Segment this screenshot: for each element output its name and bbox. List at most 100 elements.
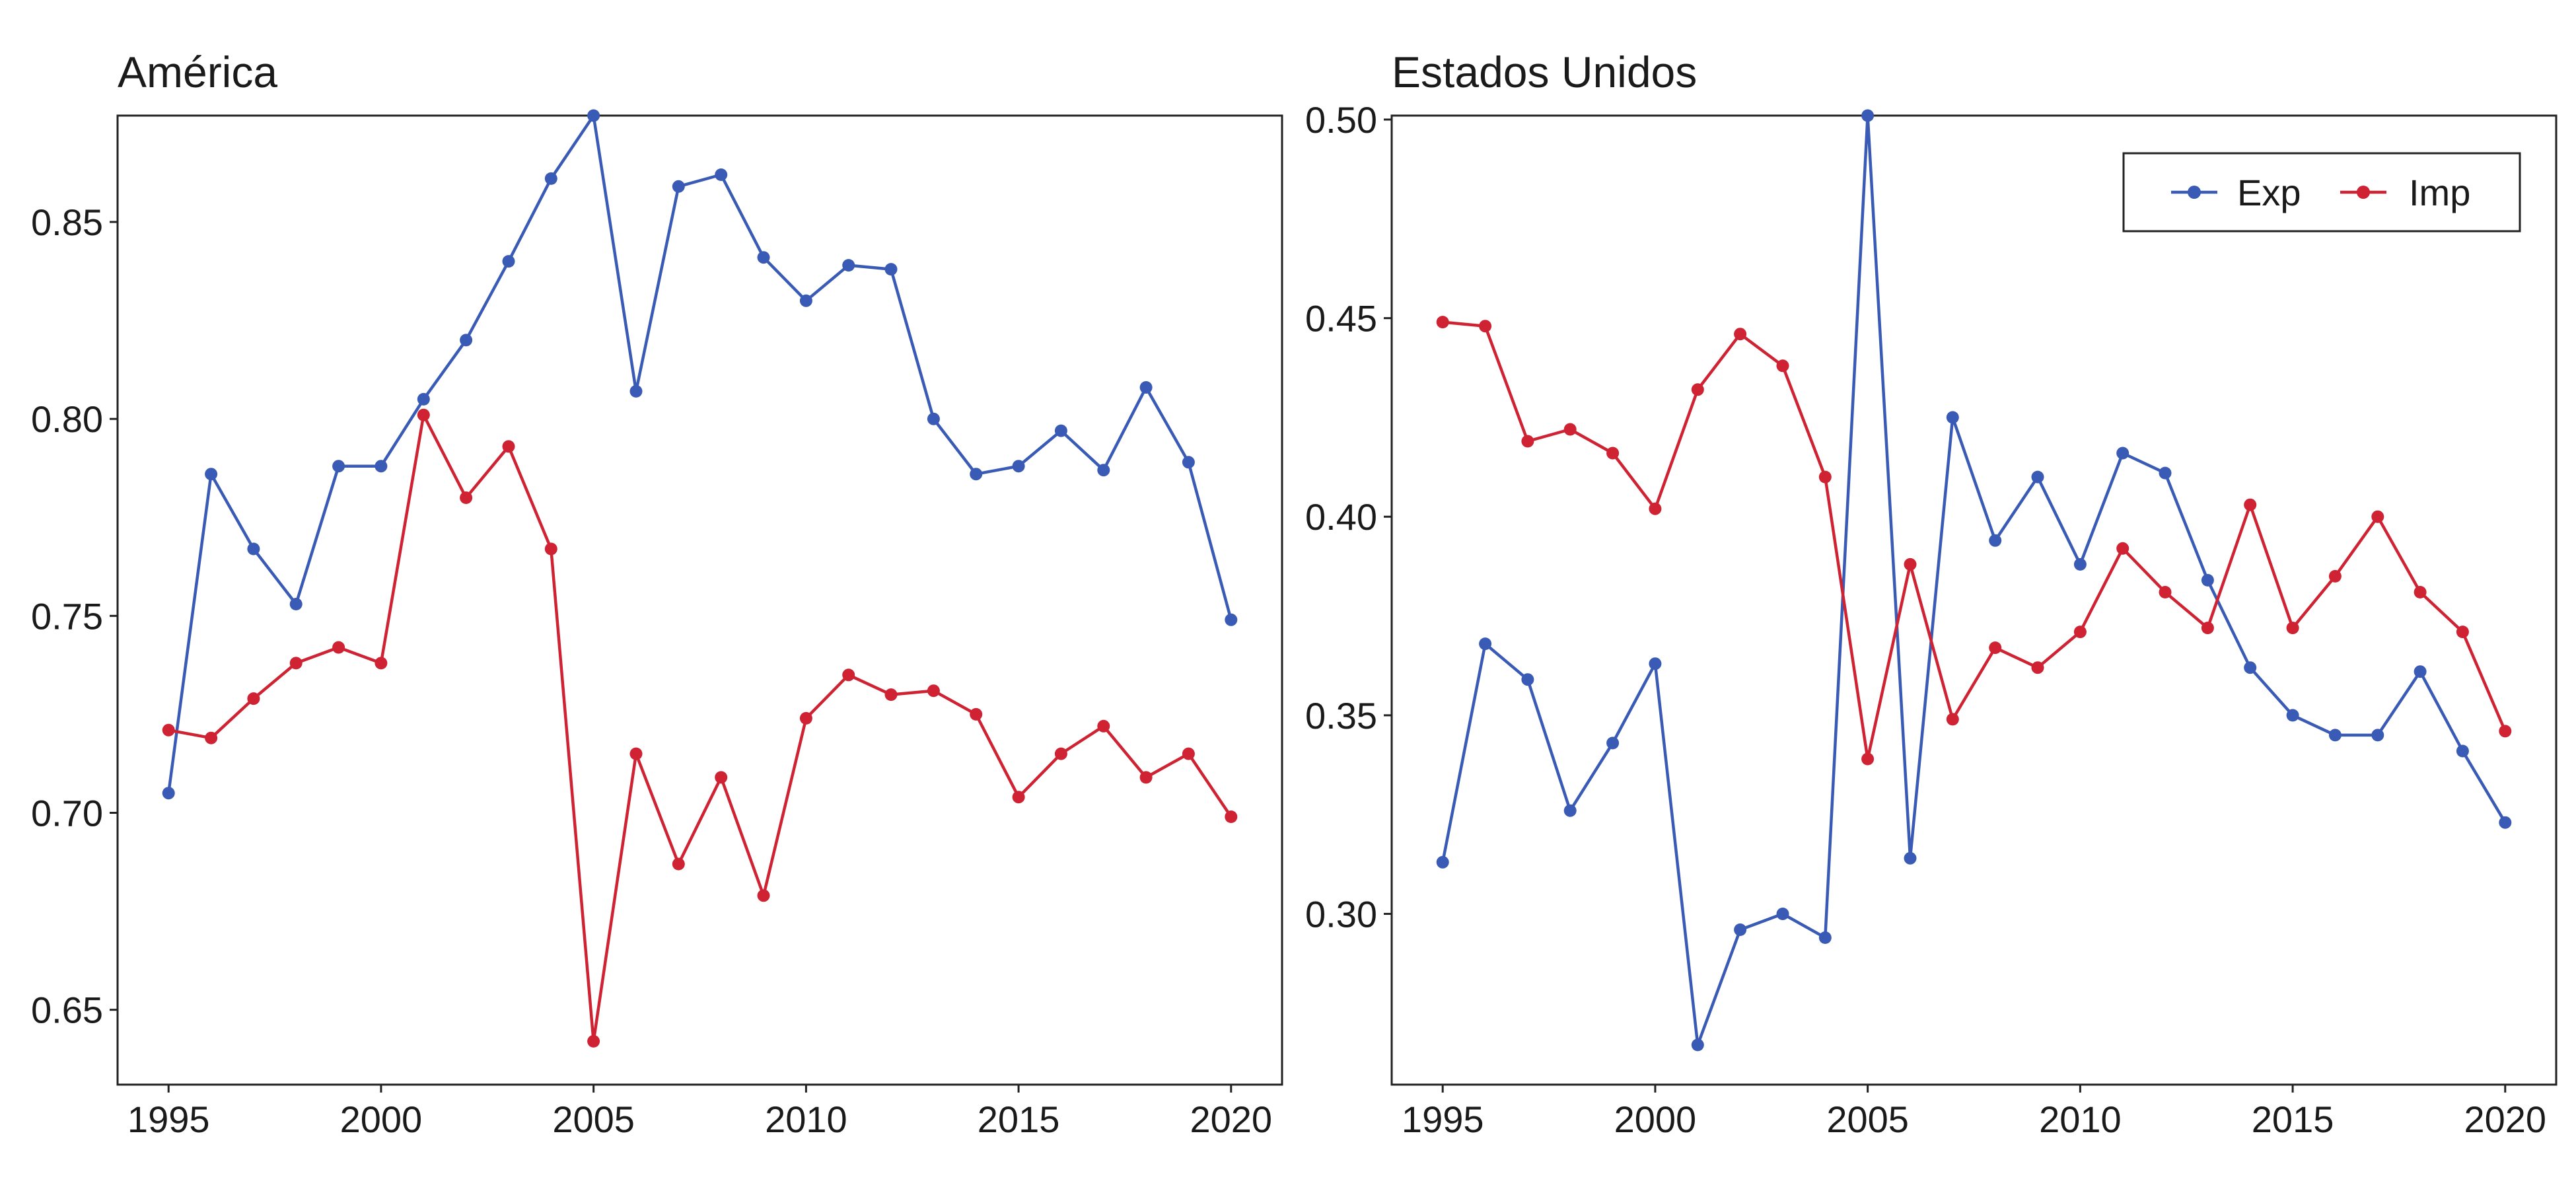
- data-point-exp: [757, 251, 770, 264]
- data-point-exp: [1734, 923, 1747, 936]
- series-line-imp-estados-unidos: [1442, 320, 2507, 761]
- data-point-imp: [2414, 586, 2427, 598]
- data-point-exp: [2244, 661, 2257, 674]
- y-tick-label: 0.50: [1305, 99, 1377, 141]
- series-group-estados-unidos: [1436, 109, 2512, 1052]
- x-tick-label: 2000: [1614, 1099, 1697, 1140]
- series-line-imp-america: [168, 413, 1233, 1043]
- data-point-exp: [544, 172, 557, 185]
- data-point-imp: [927, 684, 940, 698]
- legend-imp-label: Imp: [2409, 172, 2470, 213]
- y-tick-label: 0.35: [1305, 695, 1377, 737]
- data-point-imp: [715, 771, 728, 784]
- data-point-exp: [247, 542, 260, 556]
- data-point-imp: [1479, 320, 1492, 333]
- y-tick-label: 0.80: [31, 398, 103, 440]
- data-point-imp: [672, 857, 685, 871]
- data-point-imp: [1139, 771, 1153, 784]
- data-point-exp: [1776, 908, 1789, 920]
- data-point-imp: [1818, 470, 1832, 484]
- data-point-imp: [205, 731, 218, 744]
- data-point-exp: [162, 787, 175, 800]
- x-tick-label: 2005: [552, 1099, 635, 1140]
- data-point-imp: [2244, 498, 2257, 511]
- x-tick-label: 2005: [1826, 1099, 1909, 1140]
- x-tick-label: 2000: [340, 1099, 423, 1140]
- data-point-imp: [502, 440, 515, 453]
- data-point-imp: [417, 408, 430, 421]
- data-point-exp: [1861, 109, 1875, 122]
- data-point-imp: [2031, 661, 2044, 674]
- data-point-exp: [1946, 411, 1959, 424]
- data-point-imp: [629, 747, 643, 760]
- y-tick-label: 0.45: [1305, 298, 1377, 340]
- data-point-imp: [970, 707, 983, 721]
- x-tick-label: 2020: [2464, 1099, 2546, 1140]
- x-tick-label: 1995: [1402, 1099, 1484, 1140]
- data-point-imp: [1861, 752, 1875, 766]
- data-point-exp: [205, 468, 218, 481]
- data-point-exp: [1649, 657, 1662, 670]
- x-tick-label: 2020: [1190, 1099, 1272, 1140]
- data-point-exp: [1989, 534, 2002, 547]
- plot-frame-america: [116, 114, 1283, 1086]
- plot-frame-estados-unidos: [1390, 114, 2558, 1086]
- data-point-exp: [1139, 381, 1153, 394]
- data-point-imp: [1606, 447, 1620, 460]
- data-point-imp: [375, 657, 388, 670]
- y-tick-label: 0.85: [31, 201, 103, 243]
- series-line-exp-america: [166, 114, 1233, 793]
- data-point-exp: [2328, 729, 2342, 742]
- data-point-imp: [289, 657, 303, 670]
- data-point-imp: [842, 668, 855, 682]
- data-point-imp: [1225, 811, 1238, 823]
- data-point-imp: [460, 491, 473, 504]
- data-point-exp: [970, 468, 983, 481]
- data-point-imp: [2328, 569, 2342, 583]
- data-point-exp: [375, 460, 388, 473]
- data-point-exp: [417, 392, 430, 406]
- y-tick-label: 0.65: [31, 990, 103, 1031]
- data-point-imp: [1946, 713, 1959, 726]
- data-point-exp: [2456, 744, 2469, 758]
- series-group-america: [162, 109, 1238, 1048]
- data-point-exp: [1054, 424, 1067, 437]
- legend-exp-label: Exp: [2237, 172, 2301, 213]
- panel-estados-unidos: Estados Unidos 0.30 0.35 0.40 0.45 0.50 1995…: [1305, 48, 2558, 1140]
- x-axis-america: 1995 2000 2005 2010 2015 2020: [127, 1085, 1272, 1140]
- data-point-imp: [2286, 622, 2299, 635]
- panel-america: América 0.65 0.70 0.75 0.80 0.85 1995 2000 200…: [31, 48, 1283, 1140]
- data-point-exp: [672, 180, 685, 193]
- data-point-imp: [1436, 316, 1449, 329]
- data-point-imp: [1691, 383, 1704, 396]
- data-point-imp: [162, 723, 175, 737]
- series-line-exp-estados-unidos: [1441, 114, 2507, 1047]
- data-point-imp: [1776, 359, 1789, 373]
- data-point-exp: [1182, 456, 1195, 469]
- y-tick-label: 0.40: [1305, 496, 1377, 538]
- data-point-exp: [289, 598, 303, 610]
- data-point-imp: [884, 688, 898, 702]
- data-point-exp: [1436, 855, 1449, 869]
- data-point-exp: [2286, 709, 2299, 722]
- data-point-imp: [2159, 586, 2172, 598]
- data-point-exp: [1225, 613, 1238, 626]
- data-point-imp: [247, 692, 260, 705]
- data-point-exp: [2073, 558, 2087, 571]
- data-point-imp: [587, 1034, 600, 1048]
- data-point-exp: [715, 168, 728, 181]
- data-point-exp: [332, 460, 345, 473]
- legend-imp-marker: [2357, 186, 2370, 199]
- data-point-imp: [1521, 435, 1534, 448]
- data-point-exp: [2371, 729, 2384, 742]
- data-point-imp: [1649, 502, 1662, 515]
- data-point-exp: [1606, 737, 1620, 750]
- data-point-exp: [587, 109, 600, 122]
- data-point-exp: [1904, 851, 1917, 865]
- data-point-imp: [1097, 719, 1110, 733]
- data-point-exp: [1479, 637, 1492, 651]
- data-point-imp: [1182, 747, 1195, 760]
- data-point-imp: [2371, 510, 2384, 523]
- y-tick-label: 0.70: [31, 793, 103, 834]
